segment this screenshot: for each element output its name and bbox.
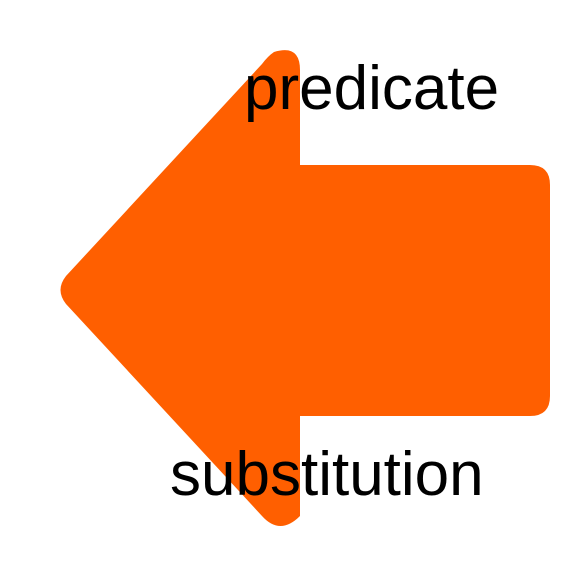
predicate-label: predicate xyxy=(244,54,500,123)
substitution-label: substitution xyxy=(170,440,484,509)
arrow-shape xyxy=(60,50,550,526)
